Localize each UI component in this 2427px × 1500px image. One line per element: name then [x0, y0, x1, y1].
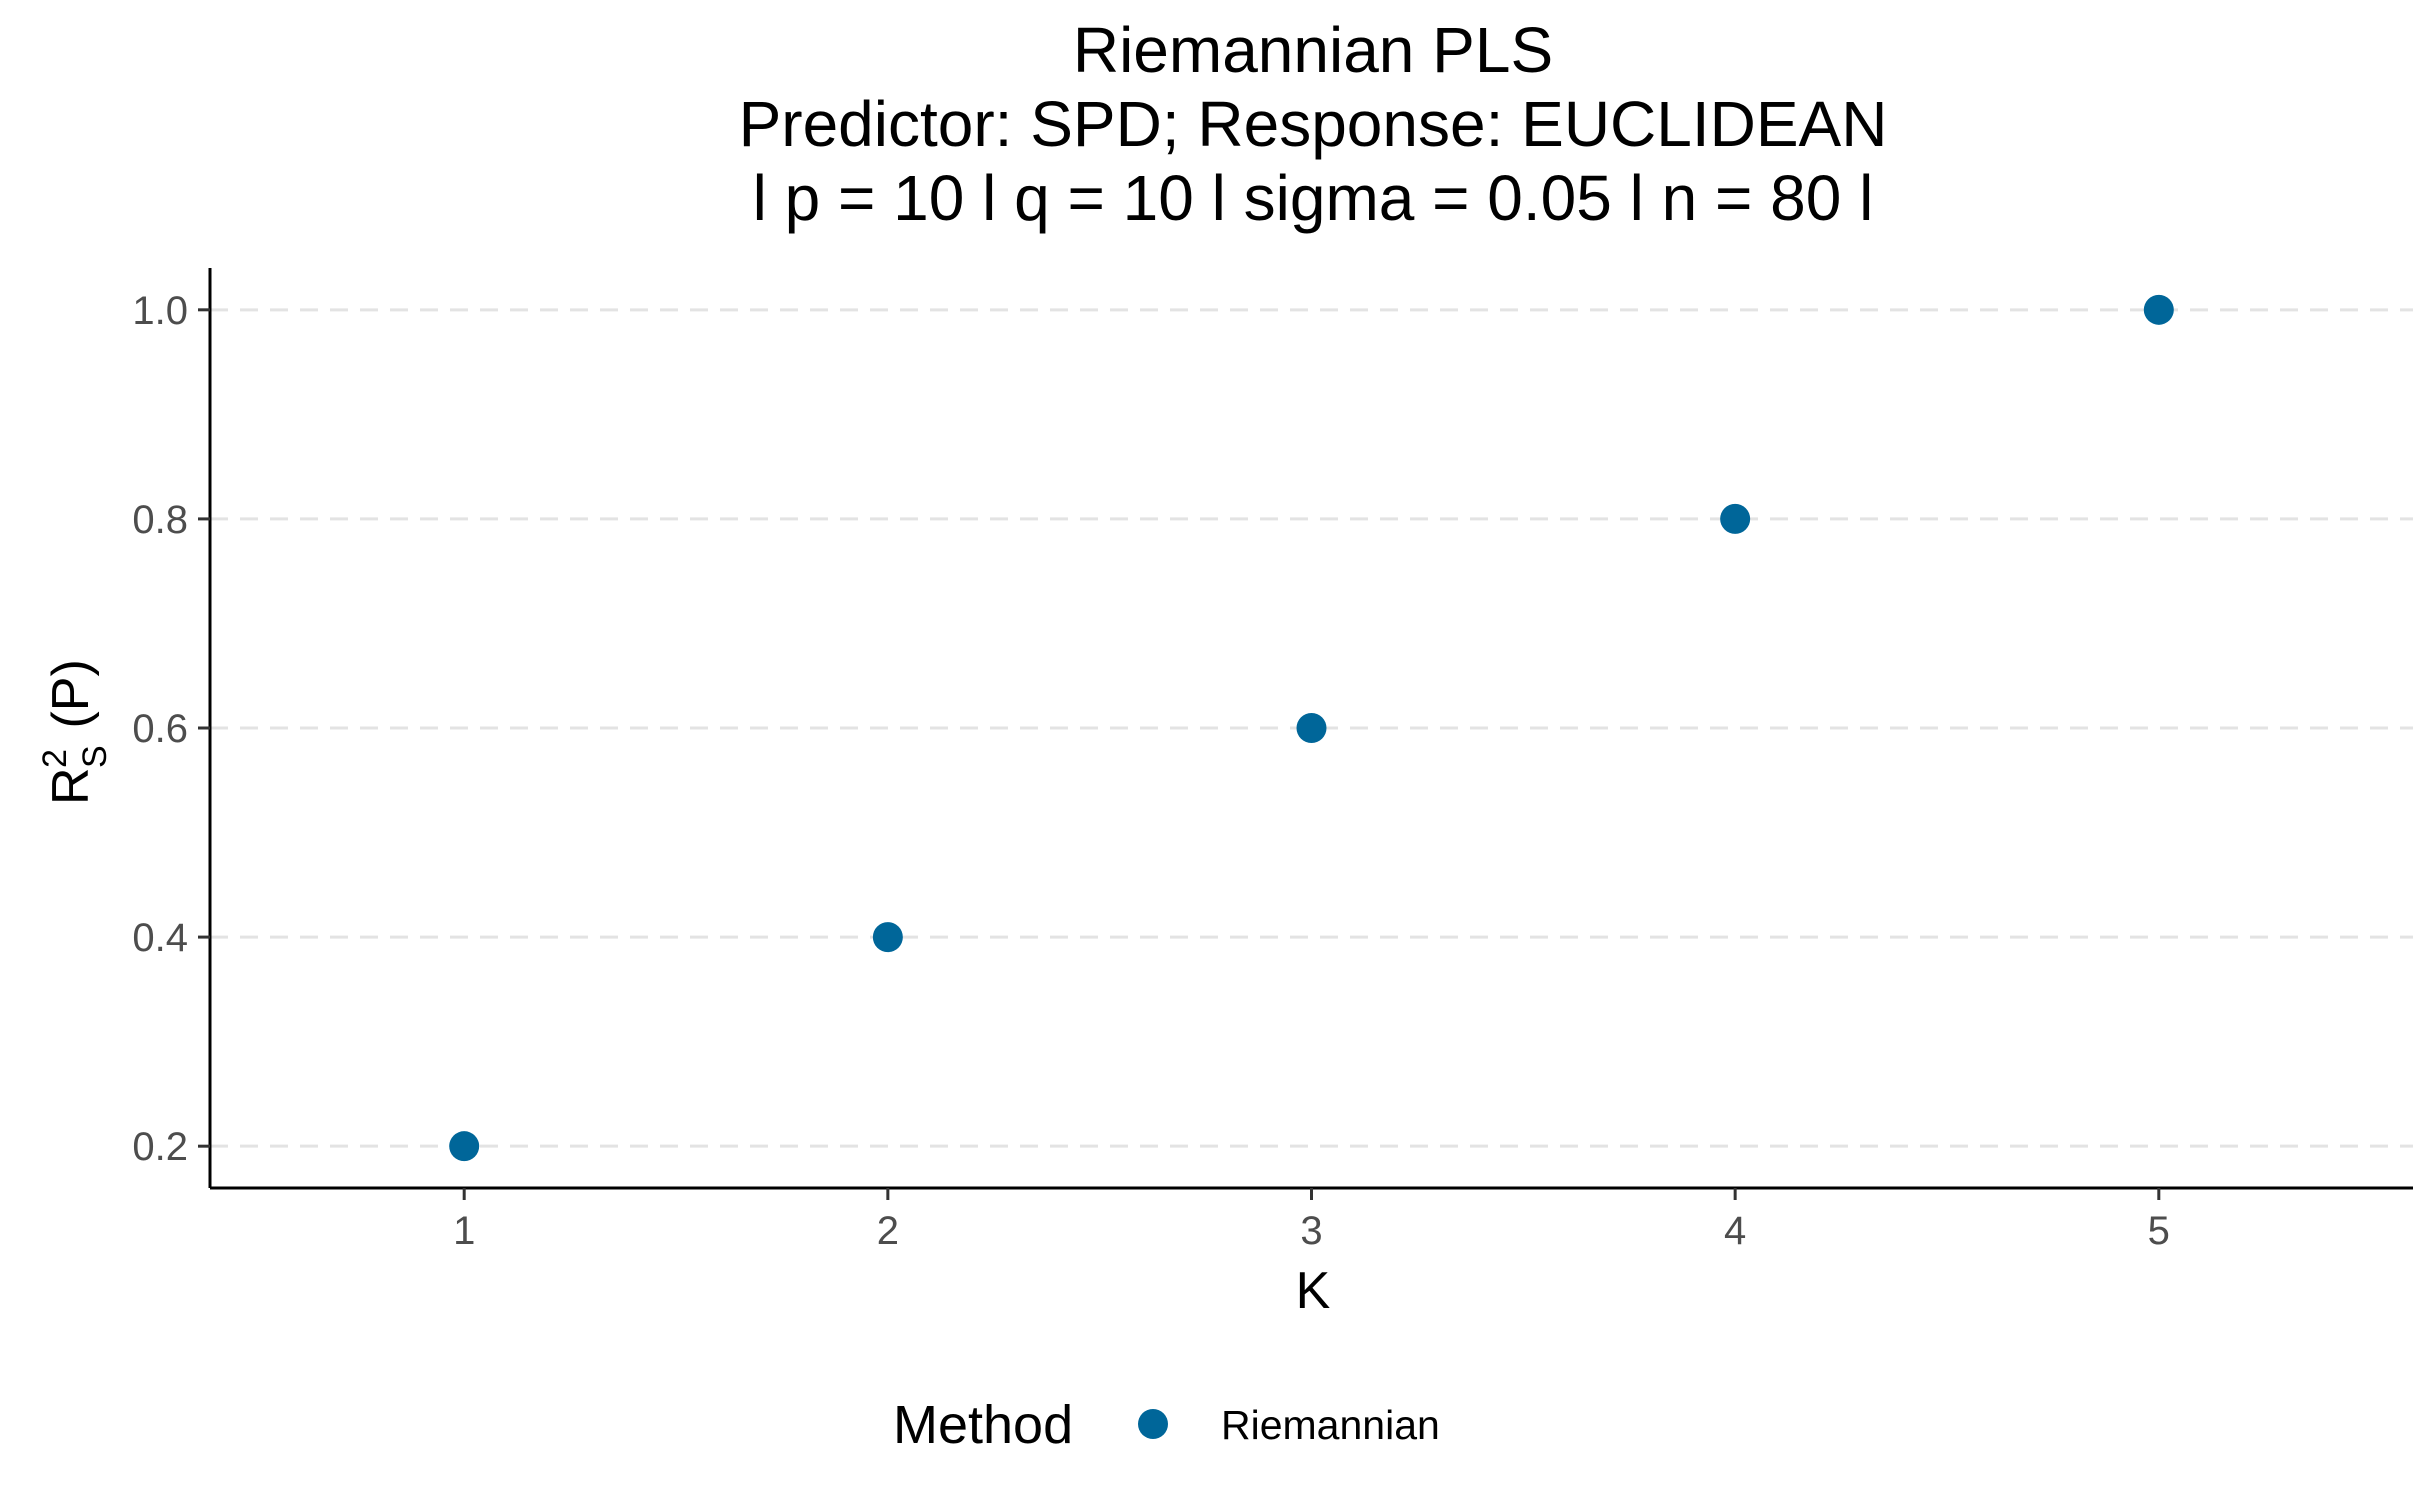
y-tick-label-3: 0.8	[132, 498, 188, 542]
x-tick-label-0: 1	[453, 1209, 475, 1253]
x-tick-label-2: 3	[1300, 1209, 1322, 1253]
chart-title: Riemannian PLS Predictor: SPD; Response:…	[739, 14, 1888, 234]
title-line-3: l p = 10 l q = 10 l sigma = 0.05 l n = 8…	[753, 162, 1874, 234]
x-tick-label-3: 4	[1724, 1209, 1746, 1253]
x-axis-title: K	[1296, 1262, 1331, 1320]
y-axis-title-rest: (P)	[42, 659, 100, 743]
y-tick-label-1: 0.4	[132, 916, 188, 960]
y-axis-ticks: 0.2 0.4 0.6 0.8 1.0	[132, 289, 210, 1169]
x-axis-ticks: 1 2 3 4 5	[453, 1188, 2170, 1253]
point-riemannian-k5	[2143, 294, 2174, 325]
data-points	[449, 294, 2174, 1162]
title-line-2: Predictor: SPD; Response: EUCLIDEAN	[739, 88, 1888, 160]
y-axis-title-subscript: S	[76, 745, 114, 768]
point-riemannian-k3	[1296, 713, 1327, 743]
legend-label-riemannian: Riemannian	[1221, 1402, 1440, 1448]
legend-key-riemannian	[1138, 1409, 1168, 1439]
gridlines	[210, 308, 2413, 1148]
point-riemannian-k4	[1720, 503, 1751, 534]
y-tick-label-2: 0.6	[132, 707, 188, 751]
x-tick-label-1: 2	[877, 1209, 899, 1253]
y-axis-title-superscript: 2	[36, 749, 74, 768]
y-tick-label-0: 0.2	[132, 1125, 188, 1169]
point-riemannian-k2	[872, 922, 903, 953]
point-riemannian-k1	[449, 1131, 480, 1162]
legend: Method Riemannian	[893, 1395, 1440, 1455]
title-line-1: Riemannian PLS	[1073, 14, 1553, 86]
legend-title: Method	[893, 1395, 1073, 1455]
y-axis-title: R 2 S (P)	[36, 659, 114, 805]
x-tick-label-4: 5	[2148, 1209, 2170, 1253]
y-tick-label-4: 1.0	[132, 289, 188, 333]
y-axis-title-base: R	[42, 767, 100, 805]
